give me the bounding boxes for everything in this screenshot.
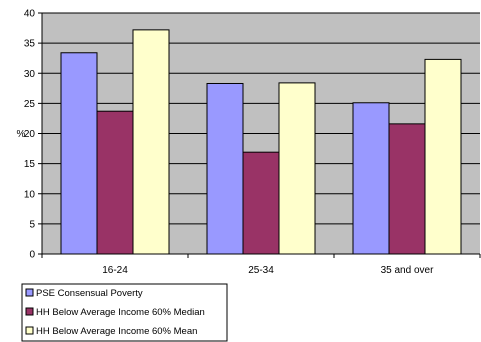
legend-swatch <box>25 326 34 335</box>
bar <box>242 151 280 255</box>
x-tick-label: 16-24 <box>102 265 128 276</box>
y-tick-label: 25 <box>24 99 36 110</box>
x-tick-label: 35 and over <box>381 265 434 276</box>
legend-label: HH Below Average Income 60% Median <box>36 307 205 318</box>
bar <box>352 102 390 255</box>
legend: PSE Consensual Poverty HH Below Average I… <box>21 283 228 342</box>
x-tick-label: 25-34 <box>248 265 274 276</box>
bar <box>206 82 244 255</box>
bar <box>424 58 462 255</box>
bar <box>388 123 426 255</box>
y-tick-labels: 0 5 10 15 20 25 30 35 40 <box>24 9 36 261</box>
legend-swatch <box>25 307 34 316</box>
legend-label: HH Below Average Income 60% Mean <box>36 326 197 337</box>
bar <box>132 29 170 255</box>
y-axis-label: % <box>17 129 26 140</box>
axes <box>38 12 481 258</box>
y-tick-label: 0 <box>29 250 35 261</box>
bar <box>60 52 98 255</box>
legend-box <box>21 283 228 342</box>
y-tick-label: 30 <box>24 69 36 80</box>
y-tick-label: 20 <box>24 129 36 140</box>
y-tick-label: 35 <box>24 39 36 50</box>
x-tick-labels: 16-24 25-34 35 and over <box>102 265 434 276</box>
bar <box>278 82 316 255</box>
bars <box>60 29 462 255</box>
y-tick-label: 5 <box>29 219 35 230</box>
y-tick-label: 15 <box>24 159 36 170</box>
y-tick-label: 40 <box>24 9 36 20</box>
bar <box>96 110 134 255</box>
legend-swatch <box>25 288 34 297</box>
y-tick-label: 10 <box>24 189 36 200</box>
legend-label: PSE Consensual Poverty <box>36 288 143 299</box>
